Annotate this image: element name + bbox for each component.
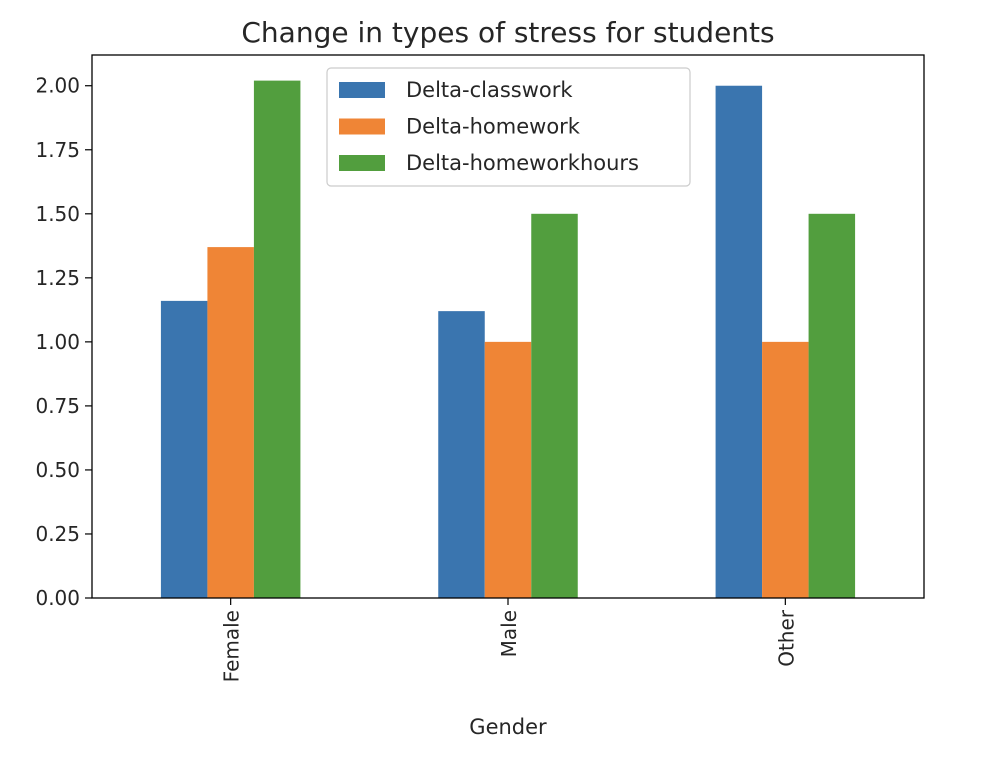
y-tick-label: 0.50 (35, 458, 80, 482)
legend-box (326, 67, 691, 187)
y-tick-label: 1.25 (35, 266, 80, 290)
bars-group (160, 80, 856, 599)
bar-delta-classwork-other (715, 85, 763, 599)
y-tick-label: 1.50 (35, 202, 80, 226)
bar-delta-homework-other (762, 341, 809, 598)
bar-delta-homeworkhours-female (253, 80, 301, 598)
x-axis: Female Male Other (220, 598, 798, 682)
bar-delta-classwork-female (160, 300, 208, 598)
y-tick-label: 0.25 (35, 522, 80, 546)
plot-frame (91, 54, 925, 599)
y-tick-label: 0.75 (35, 394, 80, 418)
bar-delta-homework-male (484, 341, 532, 598)
legend-label: Delta-classwork (406, 78, 573, 102)
legend: Delta-classwork Delta-homework Delta-homew… (326, 67, 691, 187)
bar-delta-homework-female (207, 247, 254, 598)
legend-swatch (339, 155, 385, 171)
chart-title: Change in types of stress for students (241, 16, 774, 49)
legend-swatch (339, 118, 385, 135)
y-tick-label: 1.75 (35, 138, 80, 162)
y-axis: 0.00 0.25 0.50 0.75 1.00 1.25 1.50 1.75 2.00 (35, 74, 92, 610)
y-tick-label: 0.00 (35, 586, 80, 610)
legend-label: Delta-homework (406, 115, 581, 139)
legend-swatch (339, 82, 385, 98)
x-tick-label: Other (774, 609, 798, 667)
y-tick-label: 1.00 (35, 330, 80, 354)
x-tick-label: Male (497, 610, 521, 657)
y-tick-label: 2.00 (35, 74, 80, 98)
x-tick-label: Female (220, 610, 244, 682)
bar-delta-homeworkhours-male (531, 213, 578, 598)
x-axis-label: Gender (469, 715, 547, 739)
legend-label: Delta-homeworkhours (406, 151, 639, 175)
bar-delta-homeworkhours-other (808, 213, 856, 598)
bar-delta-classwork-male (438, 311, 485, 598)
